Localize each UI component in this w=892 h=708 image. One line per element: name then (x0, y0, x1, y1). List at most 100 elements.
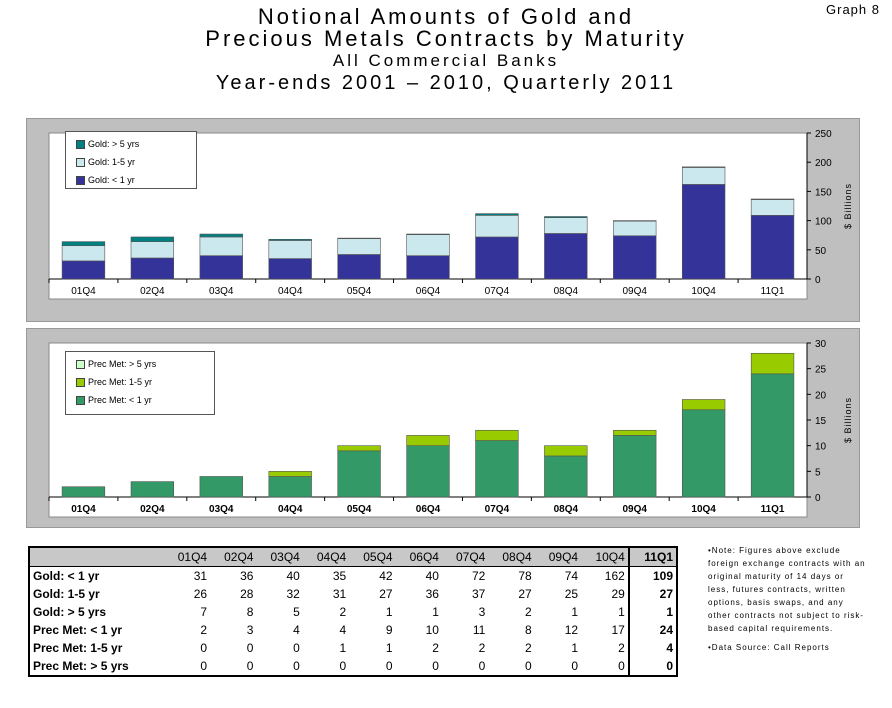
table-cell: 36 (240, 569, 254, 583)
table-cell: 0 (432, 659, 439, 673)
gold-bar-06Q4-s0 (406, 255, 450, 280)
table-cell: 109 (627, 566, 677, 585)
precmet-x-tick-label: 10Q4 (691, 504, 716, 515)
table-cell: 1 (385, 605, 393, 619)
table-header-cell: 06Q4 (395, 547, 442, 567)
gold-bar-06Q4-s1 (406, 234, 450, 256)
table-header-cell: 04Q4 (302, 547, 350, 567)
precmet-legend-entry: Prec Met: > 5 yrs (76, 358, 156, 370)
precmet-x-tick-label: 06Q4 (416, 504, 441, 515)
table-cell: 1 (432, 605, 439, 619)
gold-y-tick-label: 100 (815, 217, 832, 228)
table-cell: 5 (293, 605, 300, 619)
gold-legend-entry: Gold: < 1 yr (76, 174, 135, 186)
precmet-bar-05Q4-s0 (337, 450, 381, 498)
table-cell: 36 (425, 587, 439, 601)
precmet-legend-label: Prec Met: < 1 yr (88, 395, 152, 405)
table-cell: 0 (200, 659, 208, 673)
table-cell: 4 (627, 639, 677, 657)
table-cell: 74 (564, 569, 579, 583)
gold-bar-03Q4-s0 (199, 255, 243, 280)
table-cell: 35 (332, 569, 347, 583)
precmet-x-tick-label: 07Q4 (485, 504, 510, 515)
precmet-legend-entry: Prec Met: < 1 yr (76, 394, 152, 406)
precmet-x-tick-label: 02Q4 (140, 504, 165, 515)
table-row: Gold: 1-5 yr 26 28 32 31 27 36 37 27 25 29 27 (29, 585, 677, 603)
precmet-bar-06Q4-s0 (406, 445, 450, 498)
gold-bar-10Q4-s2 (681, 166, 726, 168)
gold-bar-05Q4-s2 (337, 237, 381, 240)
table-cell: 8 (246, 605, 254, 619)
gold-x-tick-label: 06Q4 (416, 286, 441, 297)
table-header-cell: 07Q4 (441, 547, 489, 567)
gold-y-tick-label: 50 (815, 246, 827, 257)
table-cell: 37 (472, 587, 486, 601)
precmet-x-tick-label: 09Q4 (622, 504, 647, 515)
gold-legend-swatch (76, 157, 85, 167)
table-cell: 29 (611, 587, 625, 601)
gold-x-tick-label: 08Q4 (554, 286, 579, 297)
table-header-cell: 10Q4 (581, 547, 629, 567)
gold-bar-04Q4-s2 (268, 238, 312, 241)
gold-legend-label: Gold: 1-5 yr (88, 157, 136, 167)
gold-bar-11Q1-s1 (750, 199, 795, 216)
precmet-bar-05Q4-s1 (337, 445, 381, 452)
table-cell: 0 (246, 659, 254, 673)
gold-legend-label: Gold: < 1 yr (88, 175, 135, 185)
gold-x-tick-label: 02Q4 (140, 286, 165, 297)
gold-bar-09Q4-s1 (613, 220, 657, 237)
gold-bar-02Q4-s2 (130, 236, 175, 242)
table-header-cell: 01Q4 (163, 547, 211, 567)
precious-metals-chart: 0 5 10 15 20 25 30 $ Billions 01Q4 02Q4 03Q4 04Q4 05… (26, 328, 860, 528)
title-line-3: All Commercial Banks (332, 51, 560, 70)
table-cell: 25 (564, 587, 579, 601)
table-cell: 31 (193, 569, 208, 583)
table-cell: 0 (525, 659, 532, 673)
precmet-y-tick-label: 0 (815, 493, 821, 504)
table-header-cell: 03Q4 (256, 547, 303, 567)
gold-x-tick-label: 01Q4 (71, 286, 96, 297)
table-header-corner (29, 547, 164, 567)
table-cell: 2 (339, 605, 347, 619)
precmet-bar-02Q4-s0 (130, 481, 175, 498)
table-header-cell: 02Q4 (210, 547, 257, 567)
table-cell: 0 (627, 657, 677, 676)
graph-label: Graph 8 (826, 2, 880, 17)
precmet-bar-04Q4-s1 (268, 471, 312, 477)
precmet-bar-01Q4-s0 (61, 486, 106, 498)
precmet-bar-07Q4-s1 (475, 429, 519, 441)
table-row-label: Gold: > 5 yrs (33, 605, 107, 619)
table-row: Prec Met: < 1 yr 2 3 4 4 9 10 11 8 12 17 24 (29, 621, 677, 639)
table-cell: 27 (379, 587, 393, 601)
precmet-legend-entry: Prec Met: 1-5 yr (76, 376, 152, 388)
table-header-row: 01Q4 02Q4 03Q4 04Q4 05Q4 06Q4 07Q4 08Q4 09Q4 10Q4… (29, 547, 677, 567)
gold-bar-07Q4-s2 (475, 213, 519, 216)
precmet-bar-09Q4-s0 (613, 435, 657, 498)
precmet-legend-swatch (76, 377, 85, 387)
gold-bar-07Q4-s1 (475, 215, 519, 238)
table-cell: 2 (432, 641, 439, 655)
gold-legend-label: Gold: > 5 yrs (88, 139, 140, 149)
gold-chart: 0 50 100 150 200 250 $ Billions 01Q4 02Q4 03Q4 04Q… (26, 118, 860, 322)
table-cell: 0 (478, 659, 486, 673)
precmet-bar-10Q4-s1 (681, 399, 726, 411)
table-cell: 27 (627, 585, 677, 603)
table-cell: 9 (385, 623, 393, 637)
table-cell: 4 (339, 623, 347, 637)
gold-bar-02Q4-s1 (130, 241, 175, 259)
table-row: Prec Met: 1-5 yr 0 0 0 1 1 2 2 2 1 2 4 (29, 639, 677, 657)
table-cell: 28 (240, 587, 254, 601)
precmet-bar-03Q4-s0 (199, 476, 243, 498)
gold-bar-08Q4-s2 (544, 216, 588, 218)
precmet-bar-07Q4-s0 (475, 440, 519, 498)
table-header-cell: 05Q4 (349, 547, 396, 567)
precmet-legend-label: Prec Met: 1-5 yr (88, 377, 153, 387)
data-table: 01Q4 02Q4 03Q4 04Q4 05Q4 06Q4 07Q4 08Q4 09Q4 10Q4… (28, 546, 678, 677)
table-cell: 40 (286, 569, 300, 583)
table-cell: 40 (425, 569, 439, 583)
table-header-cell: 08Q4 (488, 547, 535, 567)
table-row-label: Prec Met: 1-5 yr (33, 641, 123, 655)
precmet-x-tick-label: 11Q1 (761, 504, 785, 515)
gold-legend: Gold: > 5 yrs Gold: 1-5 yr Gold: < 1 yr (65, 131, 197, 189)
title-line-2: Precious Metals Contracts by Maturity (205, 26, 687, 51)
